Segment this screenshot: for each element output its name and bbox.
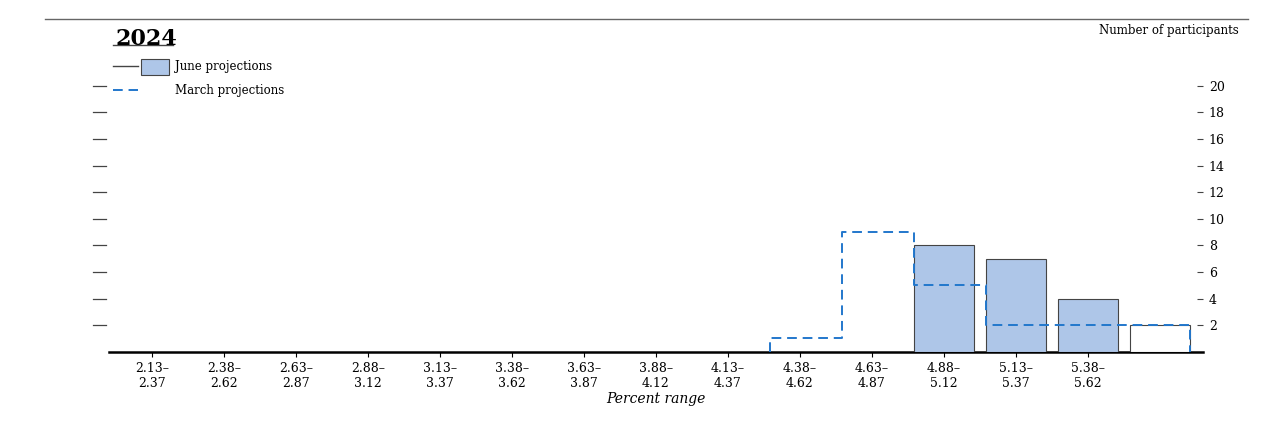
Bar — [1130, 325, 1189, 352]
Bar — [1059, 299, 1117, 352]
Text: March projections: March projections — [175, 84, 284, 97]
Bar — [914, 245, 974, 352]
Text: Number of participants: Number of participants — [1100, 24, 1239, 36]
Text: 2024: 2024 — [115, 28, 177, 50]
Text: June projections: June projections — [175, 60, 273, 73]
Bar — [987, 259, 1046, 352]
X-axis label: Percent range: Percent range — [607, 392, 705, 406]
